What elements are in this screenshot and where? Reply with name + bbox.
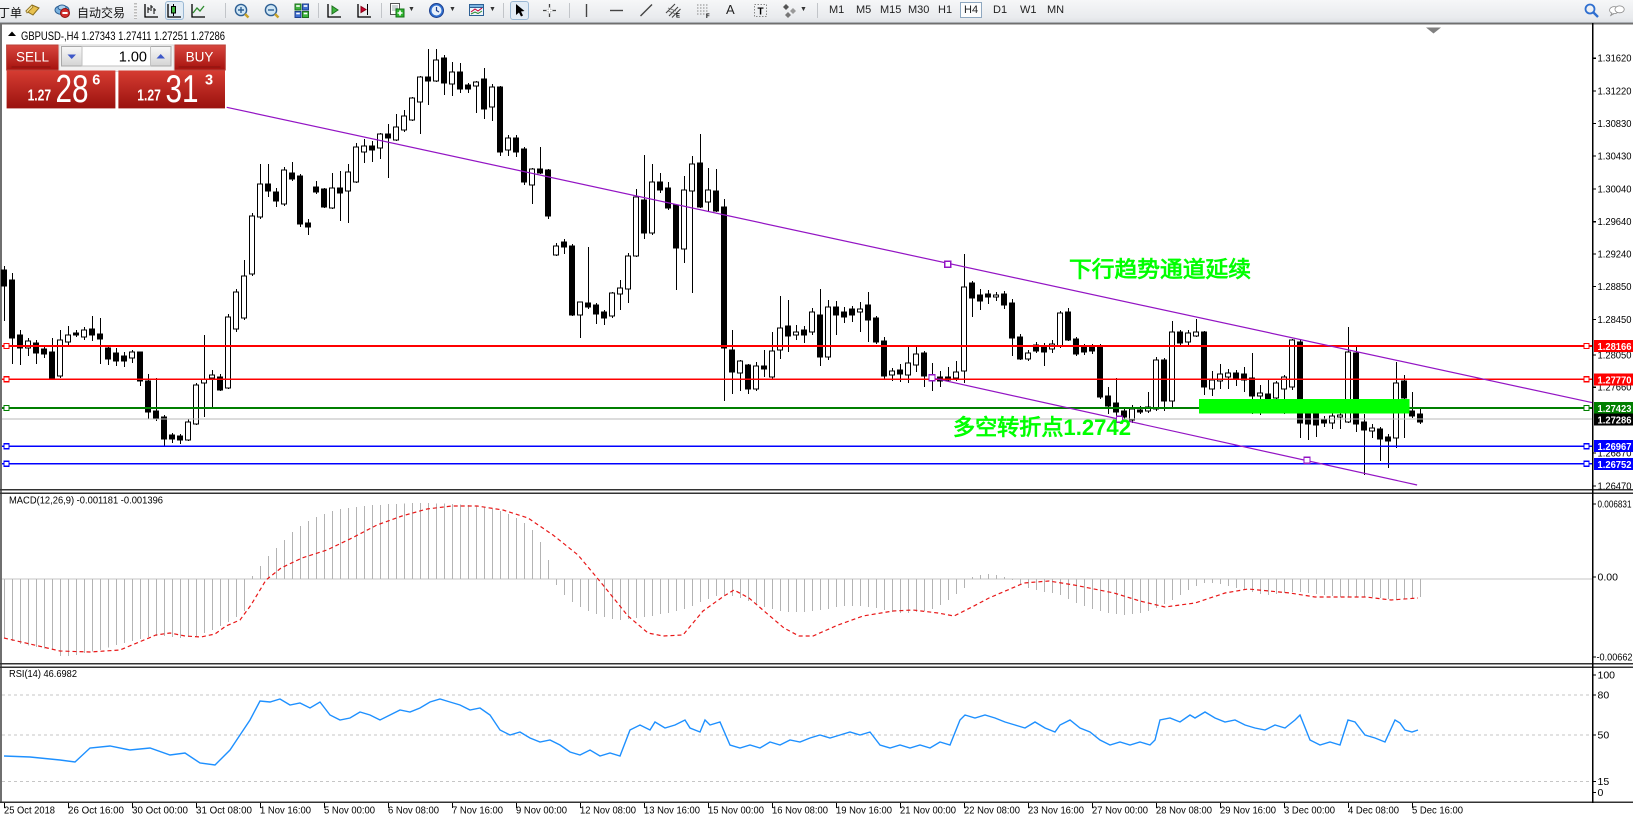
svg-text:GBPUSD-,H4 1.27343 1.27411 1.: GBPUSD-,H4 1.27343 1.27411 1.27251 1.272… [21,29,225,43]
svg-text:1.26752: 1.26752 [1598,459,1632,471]
svg-text:4 Dec 08:00: 4 Dec 08:00 [1348,805,1399,817]
svg-text:13 Nov 16:00: 13 Nov 16:00 [644,805,700,817]
svg-text:0: 0 [1598,787,1604,799]
svg-text:3 Dec 00:00: 3 Dec 00:00 [1284,805,1335,817]
svg-text:29 Nov 16:00: 29 Nov 16:00 [1220,805,1276,817]
svg-text:1.31620: 1.31620 [1598,53,1632,65]
svg-text:E: E [676,14,680,20]
svg-text:21 Nov 00:00: 21 Nov 00:00 [900,805,956,817]
svg-text:-0.00662: -0.00662 [1597,652,1633,664]
svg-text:1.27286: 1.27286 [1598,415,1632,427]
svg-text:1.27423: 1.27423 [1598,403,1632,415]
svg-text:26 Oct 16:00: 26 Oct 16:00 [68,805,124,817]
svg-text:1.00: 1.00 [119,50,147,66]
svg-text:1.31220: 1.31220 [1598,86,1632,98]
svg-text:1.28850: 1.28850 [1598,281,1632,293]
svg-text:5 Nov 00:00: 5 Nov 00:00 [324,805,375,817]
svg-text:多空转折点1.2742: 多空转折点1.2742 [953,415,1131,440]
svg-text:25 Oct 2018: 25 Oct 2018 [4,805,55,817]
svg-text:下行趋势通道延续: 下行趋势通道延续 [1069,257,1251,282]
svg-text:1.27: 1.27 [28,87,52,104]
svg-text:15 Nov 00:00: 15 Nov 00:00 [708,805,764,817]
svg-text:0.006831: 0.006831 [1598,499,1632,511]
svg-text:0.00: 0.00 [1598,572,1619,584]
svg-text:31: 31 [166,68,199,111]
svg-text:1.27770: 1.27770 [1598,374,1632,386]
svg-text:80: 80 [1598,690,1610,702]
svg-text:1.29240: 1.29240 [1598,249,1632,261]
svg-text:BUY: BUY [186,50,214,65]
svg-text:F: F [706,14,710,19]
svg-text:1.28450: 1.28450 [1598,314,1632,326]
svg-text:100: 100 [1598,670,1616,682]
svg-text:28: 28 [56,68,89,111]
svg-text:1.29640: 1.29640 [1598,216,1632,228]
svg-text:1.30830: 1.30830 [1598,118,1632,130]
svg-text:1.26967: 1.26967 [1598,441,1632,453]
svg-text:6: 6 [92,73,100,89]
svg-text:50: 50 [1598,730,1610,742]
svg-text:1.26470: 1.26470 [1598,481,1632,493]
svg-text:31 Oct 08:00: 31 Oct 08:00 [196,805,252,817]
svg-text:1.30430: 1.30430 [1598,151,1632,163]
svg-text:1.28050: 1.28050 [1598,350,1632,362]
svg-text:1.28166: 1.28166 [1598,341,1632,353]
svg-text:1 Nov 16:00: 1 Nov 16:00 [260,805,311,817]
svg-text:23 Nov 16:00: 23 Nov 16:00 [1028,805,1084,817]
svg-text:16 Nov 08:00: 16 Nov 08:00 [772,805,828,817]
svg-text:MACD(12,26,9) -0.001181 -0.001: MACD(12,26,9) -0.001181 -0.001396 [9,495,163,507]
svg-text:T: T [758,7,764,18]
svg-text:6 Nov 08:00: 6 Nov 08:00 [388,805,439,817]
svg-text:12 Nov 08:00: 12 Nov 08:00 [580,805,636,817]
svg-text:RSI(14) 46.6982: RSI(14) 46.6982 [9,668,77,680]
svg-text:19 Nov 16:00: 19 Nov 16:00 [836,805,892,817]
svg-text:5 Dec 16:00: 5 Dec 16:00 [1412,805,1463,817]
svg-text:SELL: SELL [16,50,50,65]
svg-text:28 Nov 08:00: 28 Nov 08:00 [1156,805,1212,817]
svg-text:1.30040: 1.30040 [1598,184,1632,196]
svg-text:27 Nov 00:00: 27 Nov 00:00 [1092,805,1148,817]
svg-text:22 Nov 08:00: 22 Nov 08:00 [964,805,1020,817]
svg-text:15: 15 [1598,776,1610,788]
svg-text:3: 3 [205,73,213,89]
svg-text:9 Nov 00:00: 9 Nov 00:00 [516,805,567,817]
svg-text:30 Oct 00:00: 30 Oct 00:00 [132,805,188,817]
svg-text:1.27: 1.27 [137,87,161,104]
svg-text:7 Nov 16:00: 7 Nov 16:00 [452,805,503,817]
